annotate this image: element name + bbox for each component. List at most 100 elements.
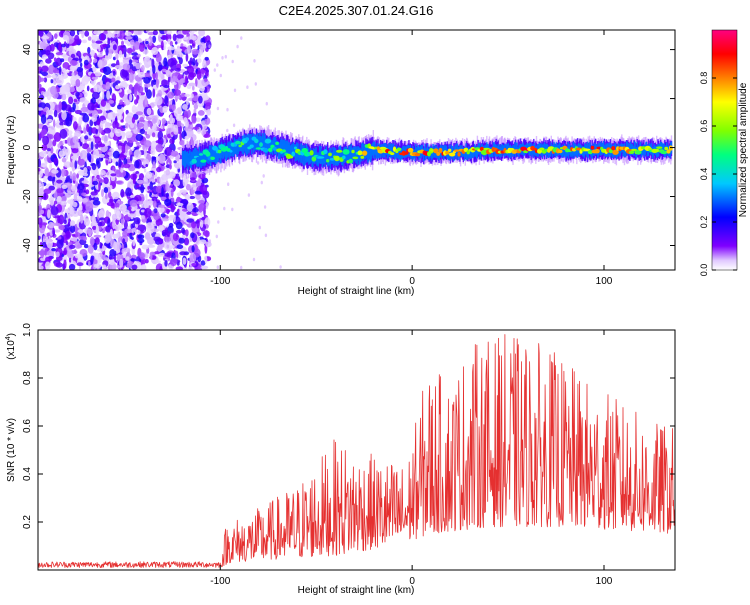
noise-blob — [120, 167, 124, 173]
noise-blob — [131, 52, 139, 56]
noise-blob — [175, 266, 183, 270]
signal-cell — [414, 144, 417, 156]
signal-cell — [250, 134, 252, 149]
noise-blob — [101, 189, 104, 198]
signal-cell — [324, 153, 326, 167]
noise-blob — [184, 135, 190, 140]
noise-blob — [90, 255, 95, 261]
noise-blob — [42, 54, 47, 60]
noise-blob — [100, 120, 104, 129]
noise-blob — [125, 131, 133, 139]
noise-blob — [215, 234, 218, 239]
noise-blob — [198, 30, 206, 37]
noise-blob — [140, 209, 146, 213]
noise-blob — [163, 44, 167, 51]
noise-blob — [175, 155, 180, 162]
noise-blob — [155, 185, 163, 194]
noise-blob — [88, 261, 91, 267]
noise-blob — [132, 179, 136, 185]
signal-core-blob — [187, 155, 192, 159]
signal-core-blob — [326, 159, 330, 163]
noise-blob — [151, 228, 160, 233]
noise-blob — [55, 251, 60, 258]
noise-blob — [61, 157, 67, 163]
noise-blob — [108, 191, 112, 199]
noise-blob — [48, 109, 53, 115]
noise-blob — [136, 122, 145, 128]
noise-blob — [93, 149, 100, 159]
noise-blob — [78, 68, 83, 79]
noise-blob — [125, 256, 130, 261]
noise-blob — [172, 232, 179, 242]
noise-blob — [152, 35, 157, 43]
noise-blob — [162, 105, 169, 111]
noise-blob — [186, 218, 195, 223]
noise-blob — [125, 143, 128, 154]
noise-blob — [113, 241, 118, 251]
noise-blob — [144, 95, 148, 106]
noise-blob — [153, 236, 161, 242]
noise-blob — [253, 59, 256, 63]
noise-blob — [157, 244, 163, 252]
noise-blob — [191, 221, 197, 229]
signal-cell — [273, 136, 276, 155]
noise-blob — [199, 42, 207, 51]
noise-blob — [68, 257, 72, 263]
noise-blob — [137, 186, 146, 190]
noise-blob — [66, 251, 73, 257]
signal-band — [181, 124, 673, 179]
noise-blob — [151, 125, 157, 133]
noise-blob — [187, 266, 194, 270]
noise-blob — [69, 244, 76, 249]
noise-blob — [62, 34, 69, 41]
noise-blob — [119, 204, 127, 210]
noise-blob — [174, 95, 181, 100]
noise-blob — [105, 81, 111, 91]
signal-core-blob — [329, 158, 335, 161]
noise-blob — [96, 54, 104, 58]
noise-blob — [206, 109, 212, 116]
signal-core-blob — [200, 159, 207, 163]
noise-blob — [112, 219, 116, 230]
noise-blob — [69, 65, 75, 72]
noise-blob — [192, 43, 195, 47]
signal-cell — [181, 150, 184, 166]
noise-blob — [124, 122, 129, 129]
signal-core-blob — [336, 149, 343, 153]
noise-blob — [166, 183, 170, 192]
noise-blob — [103, 66, 112, 76]
noise-blob — [135, 133, 144, 142]
noise-blob — [143, 148, 147, 158]
noise-blob — [133, 30, 138, 36]
noise-blob — [106, 171, 110, 176]
signal-core-blob — [466, 150, 470, 155]
noise-blob — [184, 70, 189, 75]
noise-blob — [182, 208, 188, 212]
noise-blob — [98, 59, 103, 68]
noise-blob — [147, 61, 153, 65]
noise-blob — [170, 150, 179, 157]
noise-blob — [45, 49, 51, 56]
signal-cell — [318, 145, 321, 163]
noise-blob — [105, 225, 112, 233]
noise-blob — [139, 128, 146, 135]
signal-cell — [367, 143, 370, 162]
noise-blob — [145, 193, 148, 200]
noise-blob — [62, 250, 67, 256]
noise-blob — [56, 188, 64, 194]
noise-blob — [145, 171, 153, 179]
signal-cell — [230, 141, 233, 153]
noise-blob — [204, 78, 208, 82]
noise-blob — [78, 204, 83, 211]
noise-blob — [95, 143, 99, 150]
noise-blob — [71, 185, 76, 192]
noise-blob — [70, 145, 76, 149]
noise-blob — [76, 173, 79, 179]
noise-blob — [54, 33, 58, 39]
noise-blob — [74, 253, 83, 259]
noise-blob — [112, 70, 116, 76]
noise-blob — [195, 193, 201, 200]
signal-cell — [185, 152, 188, 163]
noise-blob — [64, 192, 72, 198]
